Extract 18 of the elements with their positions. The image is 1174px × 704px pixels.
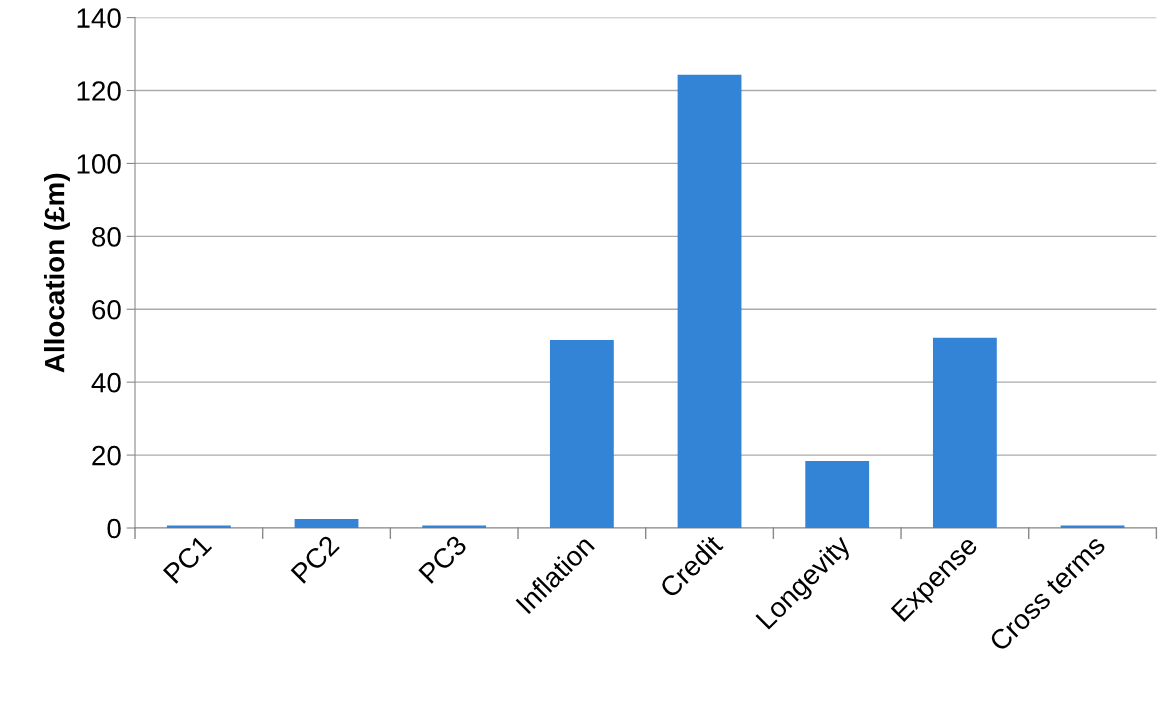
y-tick-label: 0 <box>107 518 121 539</box>
y-tick-label: 20 <box>92 445 121 466</box>
y-tick-label: 120 <box>77 81 121 101</box>
x-tick-label: PC1 <box>162 534 213 584</box>
bar <box>166 525 231 528</box>
bar <box>932 337 997 528</box>
y-tick-label: 140 <box>77 8 121 28</box>
bar <box>1060 525 1125 528</box>
y-axis-title: Allocation (£m) <box>44 173 70 373</box>
bar <box>677 74 742 528</box>
y-tick-label: 80 <box>92 227 121 247</box>
y-tick-label: 40 <box>91 372 121 393</box>
bar <box>422 525 487 528</box>
bar <box>805 460 870 528</box>
bar <box>549 339 614 528</box>
bar <box>294 518 359 528</box>
y-tick-label: 60 <box>92 299 121 320</box>
y-tick-label: 100 <box>77 154 121 174</box>
